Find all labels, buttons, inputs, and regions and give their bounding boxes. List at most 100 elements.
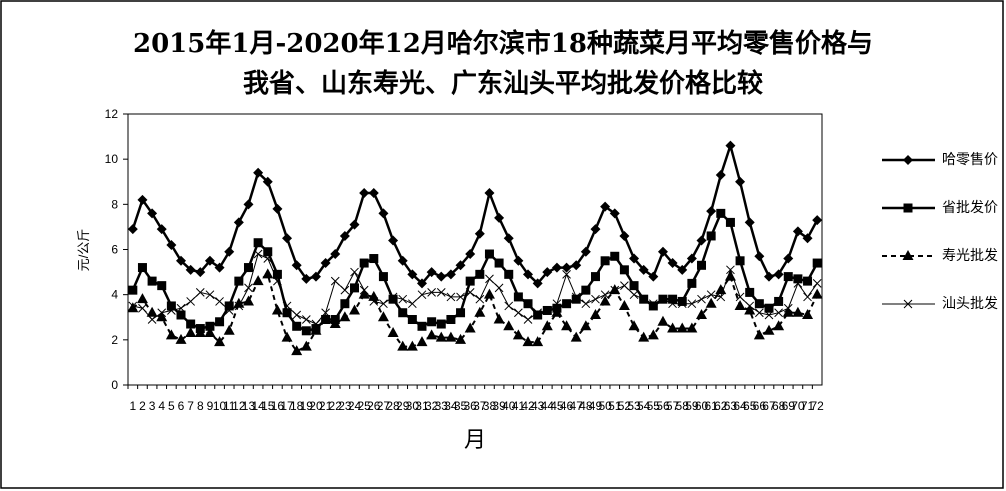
data-point xyxy=(282,233,293,244)
data-point xyxy=(350,267,359,277)
x-tick-label: 70 xyxy=(791,399,805,413)
data-point xyxy=(581,285,591,295)
data-point xyxy=(580,246,591,257)
data-point xyxy=(754,308,764,318)
data-point xyxy=(369,254,379,264)
data-point xyxy=(291,260,302,271)
data-point xyxy=(282,301,292,311)
data-point xyxy=(725,217,735,227)
x-tick-label: 24 xyxy=(348,399,362,413)
data-point xyxy=(618,299,630,310)
data-point xyxy=(349,219,360,230)
data-point xyxy=(533,308,543,318)
data-point xyxy=(310,271,321,282)
x-tick-label: 57 xyxy=(666,399,680,413)
x-tick-label: 22 xyxy=(329,399,343,413)
data-point xyxy=(350,283,360,293)
data-point xyxy=(735,292,745,302)
data-point xyxy=(773,320,785,331)
data-point xyxy=(523,299,533,309)
data-point xyxy=(580,320,592,331)
data-point xyxy=(292,321,302,331)
data-point xyxy=(167,306,176,315)
x-tick-label: 3 xyxy=(149,399,156,413)
data-point xyxy=(435,331,447,342)
data-point xyxy=(677,296,687,306)
data-point xyxy=(185,264,196,275)
data-point xyxy=(234,301,244,311)
data-point xyxy=(475,269,485,279)
data-point xyxy=(648,271,659,282)
data-point xyxy=(388,235,399,246)
data-point xyxy=(272,269,282,279)
data-point xyxy=(252,275,264,286)
data-point xyxy=(358,288,370,299)
data-point xyxy=(629,290,639,300)
data-point xyxy=(610,251,620,261)
data-point xyxy=(397,255,408,266)
data-point xyxy=(214,262,225,273)
data-point xyxy=(648,301,658,311)
data-point xyxy=(484,249,494,259)
data-point xyxy=(686,322,698,333)
legend-marker xyxy=(903,155,913,165)
data-point xyxy=(619,265,629,275)
data-point xyxy=(253,238,263,248)
x-tick-label: 5 xyxy=(168,399,175,413)
x-tick-label: 38 xyxy=(483,399,497,413)
data-point xyxy=(513,292,523,302)
data-point xyxy=(378,272,388,282)
data-point xyxy=(774,296,784,306)
data-point xyxy=(273,276,282,286)
data-point xyxy=(233,217,244,228)
data-point xyxy=(128,301,138,311)
data-point xyxy=(745,287,755,297)
data-point xyxy=(715,169,726,180)
data-point xyxy=(657,246,668,257)
x-tick-label: 67 xyxy=(762,399,776,413)
data-point xyxy=(427,288,436,297)
x-tick-label: 54 xyxy=(637,399,651,413)
data-point xyxy=(744,304,756,315)
data-point xyxy=(571,292,581,302)
x-tick-label: 28 xyxy=(386,399,400,413)
data-point xyxy=(138,303,147,313)
data-point xyxy=(321,308,330,318)
data-point xyxy=(166,239,177,250)
data-point xyxy=(600,290,610,300)
data-point xyxy=(716,292,726,302)
data-point xyxy=(223,324,235,335)
data-point xyxy=(706,231,716,241)
data-point xyxy=(705,297,717,308)
data-point xyxy=(339,311,351,322)
data-point xyxy=(310,324,322,335)
data-point xyxy=(416,336,428,347)
data-point xyxy=(243,263,253,273)
data-point xyxy=(253,249,263,259)
data-point xyxy=(137,194,148,205)
data-point xyxy=(706,290,716,300)
data-point xyxy=(224,306,234,315)
data-point xyxy=(696,308,708,319)
data-point xyxy=(339,230,350,241)
data-point xyxy=(224,301,234,311)
x-tick-label: 14 xyxy=(251,399,265,413)
data-point xyxy=(523,269,534,280)
data-point xyxy=(262,268,274,279)
y-tick-label: 2 xyxy=(111,333,118,347)
data-point xyxy=(166,301,176,311)
data-point xyxy=(368,188,379,199)
x-tick-label: 59 xyxy=(685,399,699,413)
series-line xyxy=(132,253,818,325)
data-point xyxy=(417,321,427,331)
data-point xyxy=(638,264,649,275)
data-point xyxy=(647,329,659,340)
data-point xyxy=(503,233,514,244)
data-point xyxy=(242,295,254,306)
data-point xyxy=(697,294,706,304)
data-point xyxy=(388,294,398,304)
data-point xyxy=(532,278,543,289)
data-point xyxy=(735,256,745,266)
x-tick-label: 8 xyxy=(197,399,204,413)
